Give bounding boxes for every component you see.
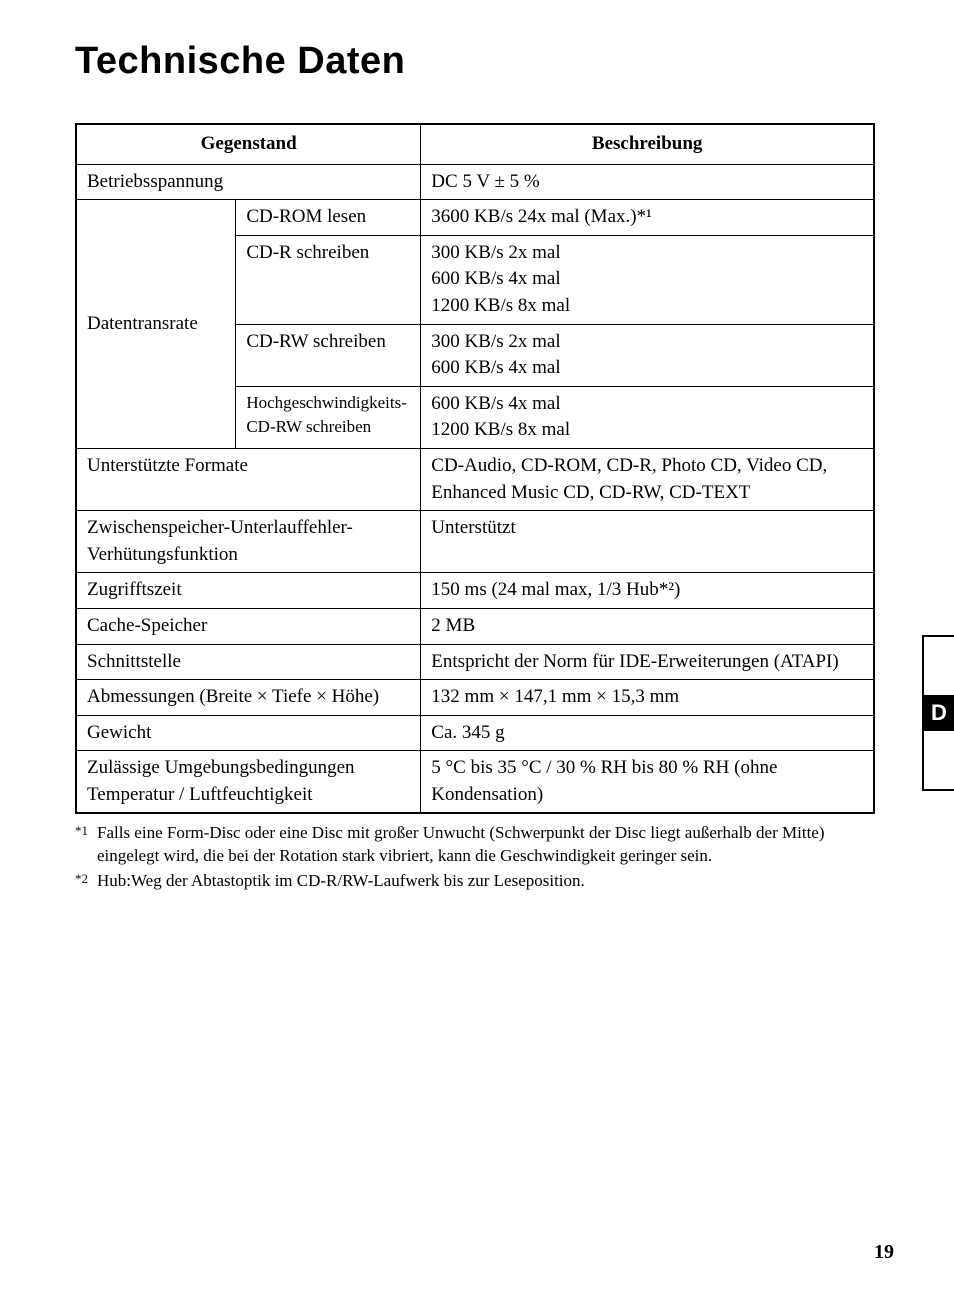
- row-value: 5 °C bis 35 °C / 30 % RH bis 80 % RH (oh…: [421, 751, 874, 814]
- row-value: 300 KB/s 2x mal 600 KB/s 4x mal: [421, 324, 874, 386]
- row-label: Zugrifftszeit: [76, 573, 421, 609]
- row-value: 3600 KB/s 24x mal (Max.)*¹: [421, 200, 874, 236]
- page-number: 19: [874, 1241, 894, 1264]
- side-tab-letter: D: [922, 695, 954, 731]
- row-label: Cache-Speicher: [76, 608, 421, 644]
- table-row: Zugrifftszeit 150 ms (24 mal max, 1/3 Hu…: [76, 573, 874, 609]
- table-header-row: Gegenstand Beschreibung: [76, 124, 874, 164]
- row-value: 2 MB: [421, 608, 874, 644]
- side-tab-blank-bottom: [922, 731, 954, 791]
- row-label: Schnittstelle: [76, 644, 421, 680]
- row-value: DC 5 V ± 5 %: [421, 164, 874, 200]
- footnote-text: Falls eine Form-Disc oder eine Disc mit …: [97, 822, 875, 868]
- side-tabs: D: [922, 635, 954, 791]
- table-row: Unterstützte Formate CD-Audio, CD-ROM, C…: [76, 448, 874, 510]
- table-row: Betriebsspannung DC 5 V ± 5 %: [76, 164, 874, 200]
- row-value: Entspricht der Norm für IDE-Erweiterunge…: [421, 644, 874, 680]
- footnote-marker: *2: [75, 870, 97, 893]
- row-sublabel: Hochgeschwindigkeits-CD-RW schreiben: [236, 386, 421, 448]
- footnote-1: *1 Falls eine Form-Disc oder eine Disc m…: [75, 822, 875, 868]
- row-label: Datentransrate: [76, 200, 236, 449]
- row-label: Zwischenspeicher-Unterlauffehler-Verhütu…: [76, 511, 421, 573]
- row-sublabel: CD-RW schreiben: [236, 324, 421, 386]
- row-value: Unterstützt: [421, 511, 874, 573]
- row-value: Ca. 345 g: [421, 715, 874, 751]
- table-row: Abmessungen (Breite × Tiefe × Höhe) 132 …: [76, 680, 874, 716]
- row-value: 300 KB/s 2x mal 600 KB/s 4x mal 1200 KB/…: [421, 235, 874, 324]
- footnote-2: *2 Hub:Weg der Abtastoptik im CD-R/RW-La…: [75, 870, 875, 893]
- page-title: Technische Daten: [75, 40, 894, 83]
- header-item: Gegenstand: [76, 124, 421, 164]
- table-row: Cache-Speicher 2 MB: [76, 608, 874, 644]
- row-sublabel: CD-ROM lesen: [236, 200, 421, 236]
- row-label: Zulässige Umgebungsbedingungen Temperatu…: [76, 751, 421, 814]
- row-value: CD-Audio, CD-ROM, CD-R, Photo CD, Video …: [421, 448, 874, 510]
- row-sublabel: CD-R schreiben: [236, 235, 421, 324]
- table-row: Zwischenspeicher-Unterlauffehler-Verhütu…: [76, 511, 874, 573]
- row-label: Gewicht: [76, 715, 421, 751]
- row-label: Abmessungen (Breite × Tiefe × Höhe): [76, 680, 421, 716]
- table-row: Zulässige Umgebungsbedingungen Temperatu…: [76, 751, 874, 814]
- table-row: Schnittstelle Entspricht der Norm für ID…: [76, 644, 874, 680]
- row-value: 600 KB/s 4x mal 1200 KB/s 8x mal: [421, 386, 874, 448]
- side-tab-blank-top: [922, 635, 954, 695]
- footnote-text: Hub:Weg der Abtastoptik im CD-R/RW-Laufw…: [97, 870, 875, 893]
- table-row: Gewicht Ca. 345 g: [76, 715, 874, 751]
- row-value: 132 mm × 147,1 mm × 15,3 mm: [421, 680, 874, 716]
- table-row: Datentransrate CD-ROM lesen 3600 KB/s 24…: [76, 200, 874, 236]
- footnotes: *1 Falls eine Form-Disc oder eine Disc m…: [75, 822, 875, 893]
- row-label: Unterstützte Formate: [76, 448, 421, 510]
- footnote-marker: *1: [75, 822, 97, 868]
- header-description: Beschreibung: [421, 124, 874, 164]
- specifications-table: Gegenstand Beschreibung Betriebsspannung…: [75, 123, 875, 814]
- row-value: 150 ms (24 mal max, 1/3 Hub*²): [421, 573, 874, 609]
- row-label: Betriebsspannung: [76, 164, 421, 200]
